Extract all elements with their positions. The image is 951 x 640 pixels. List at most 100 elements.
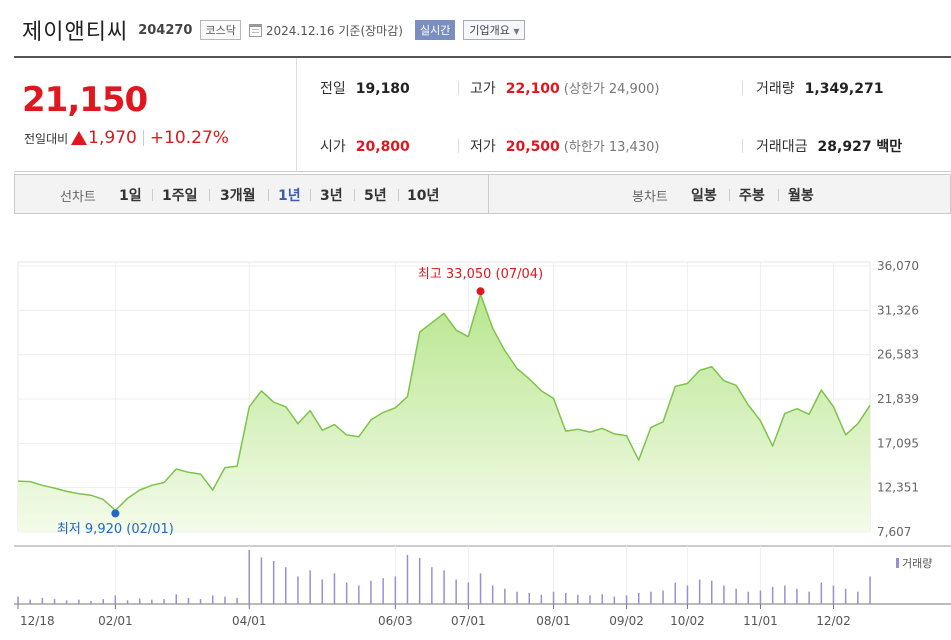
volume-bar [698, 579, 701, 604]
tab-period-3y[interactable]: 3년 [320, 188, 343, 204]
chevron-down-icon: ▼ [513, 27, 520, 36]
volume-bar [479, 573, 482, 604]
stat-value: 20,800 [355, 139, 410, 155]
stat-value: 22,100 [505, 81, 560, 97]
volume-bar [735, 588, 737, 604]
chart-period-bar: 선차트 1일 1주일 3개월 1년 3년 5년 10년 봉차트 일봉 주봉 월봉 [14, 174, 951, 214]
volume-bar [90, 600, 92, 604]
volume-bar [236, 597, 238, 604]
tab-period-1d[interactable]: 1일 [119, 188, 142, 204]
tab-period-10y[interactable]: 10년 [407, 188, 440, 204]
change-label: 전일대비 [24, 131, 69, 146]
volume-bar [711, 580, 713, 604]
volume-bar [443, 570, 445, 605]
divider [398, 189, 399, 201]
stat-label: 시가 [320, 139, 346, 155]
as-of-date: 2024.12.16 기준(장마감) [265, 23, 403, 38]
tab-period-5y[interactable]: 5년 [364, 188, 387, 204]
volume-bar [844, 588, 847, 604]
tab-candle-monthly[interactable]: 월봉 [788, 188, 814, 204]
volume-bar [528, 593, 530, 604]
calendar-icon [248, 23, 262, 37]
volume-bar [784, 585, 786, 604]
upper-limit: (상한가 24,900) [563, 82, 660, 97]
volume-bar [151, 599, 153, 604]
volume-bar [78, 599, 80, 604]
stat-label: 전일 [320, 81, 346, 97]
price-area [18, 294, 870, 532]
y-tick-label: 17,095 [877, 436, 919, 450]
stock-code: 204270 [138, 22, 193, 38]
volume-bar [358, 585, 360, 604]
volume-bar [869, 576, 871, 604]
tab-period-1w[interactable]: 1주일 [162, 188, 198, 204]
volume-bar [674, 582, 676, 604]
volume-bar [17, 596, 19, 604]
realtime-button[interactable]: 실시간 [414, 20, 456, 40]
volume-bar [187, 597, 190, 604]
volume-bar [747, 591, 749, 604]
volume-bar [53, 599, 56, 604]
low-annotation: 최저 9,920 (02/01) [57, 522, 174, 537]
company-overview-dropdown[interactable]: 기업개요 ▼ [463, 20, 526, 40]
volume-bar [418, 558, 421, 604]
market-badge: 코스닥 [200, 20, 241, 40]
y-tick-label: 12,351 [877, 481, 919, 495]
tab-period-1y[interactable]: 1년 [278, 188, 301, 204]
stat-label: 거래대금 [756, 139, 808, 155]
volume-bar [199, 599, 202, 604]
volume-bar [139, 598, 141, 604]
volume-bar [491, 585, 494, 604]
price-summary: 21,150 전일대비 1,970 +10.27% 전일 19,180 고가 22,… [14, 56, 951, 172]
x-tick-label: 12/02 [816, 614, 851, 628]
volume-bar [650, 591, 652, 604]
stat-prev-close: 전일 19,180 [320, 78, 410, 98]
volume-bar [504, 588, 506, 604]
x-tick-label: 11/01 [743, 614, 778, 628]
price-change: 전일대비 1,970 +10.27% [24, 128, 229, 148]
volume-bar [808, 591, 810, 604]
x-tick-label: 06/03 [378, 614, 413, 628]
divider [742, 81, 743, 95]
stat-label: 거래량 [756, 81, 795, 97]
volume-bar [662, 590, 664, 604]
tab-candle-weekly[interactable]: 주봉 [739, 188, 765, 204]
price-line [17, 293, 871, 512]
change-percent: +10.27% [149, 128, 229, 148]
volume-bar [589, 595, 591, 604]
volume-bar [345, 582, 348, 604]
company-name: 제이앤티씨 [22, 20, 129, 45]
stat-value: 20,500 [505, 139, 560, 155]
y-tick-label: 21,839 [877, 392, 919, 406]
volume-bar [297, 576, 299, 604]
stat-value: 19,180 [355, 81, 410, 97]
tab-period-3m[interactable]: 3개월 [220, 188, 256, 204]
divider [742, 139, 743, 153]
volume-bar [467, 582, 470, 604]
volume-bar [65, 600, 68, 604]
volume-bar [431, 567, 433, 604]
current-price-panel: 21,150 전일대비 1,970 +10.27% [14, 58, 297, 172]
y-tick-label: 31,326 [877, 303, 919, 317]
x-tick-label: 08/01 [536, 614, 571, 628]
stat-open: 시가 20,800 [320, 136, 410, 156]
volume-bar [126, 600, 129, 604]
low-marker [111, 509, 120, 518]
volume-bar [272, 561, 275, 604]
y-tick-label: 36,070 [877, 259, 919, 273]
tab-candle-daily[interactable]: 일봉 [691, 188, 717, 204]
volume-bar [832, 585, 835, 604]
y-tick-label: 26,583 [877, 348, 919, 362]
volume-bar [102, 599, 104, 604]
high-annotation: 최고 33,050 (07/04) [418, 267, 543, 282]
volume-bar [41, 597, 44, 604]
volume-bar [686, 585, 689, 604]
candle-chart-label: 봉차트 [632, 190, 668, 205]
divider [142, 130, 144, 146]
volume-bar [394, 576, 397, 604]
stat-value: 28,927 백만 [817, 139, 903, 155]
volume-bar [29, 599, 31, 604]
volume-legend-swatch [896, 558, 899, 568]
divider [310, 189, 311, 201]
volume-bar [114, 595, 117, 604]
